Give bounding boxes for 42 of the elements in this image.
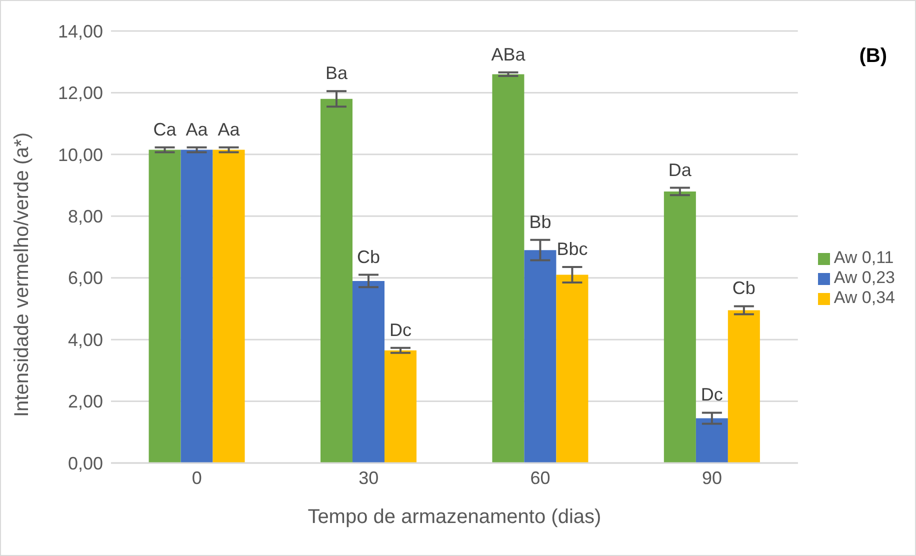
data-label: ABa: [491, 44, 526, 64]
y-tick-label: 0,00: [68, 453, 103, 474]
bar: [696, 418, 728, 463]
bar: [556, 274, 588, 463]
bar: [148, 150, 181, 463]
x-tick-label: 60: [530, 468, 550, 488]
data-label: Aa: [186, 119, 209, 140]
bar: [492, 74, 524, 463]
y-tick-label: 10,00: [58, 144, 103, 165]
y-tick-label: 8,00: [68, 206, 103, 227]
legend-label: Aw 0,11: [834, 248, 894, 267]
x-tick-label: 30: [358, 468, 379, 488]
bar: [524, 250, 556, 463]
y-axis-title: Intensidade vermelho/verde (a*): [11, 132, 34, 417]
y-tick-label: 14,00: [58, 21, 103, 42]
text: (B): [859, 45, 887, 68]
legend-label: Aw 0,23: [834, 268, 895, 287]
data-label: Cb: [356, 246, 380, 267]
bar: [320, 98, 352, 463]
y-tick-label: 4,00: [68, 330, 103, 350]
legend-label: Aw 0,34: [834, 288, 895, 307]
data-label: Cb: [732, 278, 756, 298]
data-label: Ca: [153, 119, 178, 140]
y-tick-label: 2,00: [68, 392, 103, 412]
x-tick-label: 90: [702, 468, 722, 488]
y-tick-label: 12,00: [58, 83, 103, 104]
x-axis-title: Tempo de armazenamento (dias): [308, 506, 602, 528]
bar: [352, 280, 384, 463]
data-label: Bb: [529, 212, 552, 232]
bar: [384, 350, 416, 463]
bar: [180, 150, 213, 463]
bar: [728, 310, 760, 463]
data-label: Bbc: [556, 239, 588, 260]
y-tick-label: 6,00: [68, 268, 103, 288]
bar: [664, 191, 696, 463]
data-label: Da: [668, 160, 692, 180]
data-label: Aa: [218, 119, 241, 140]
data-label: Dc: [389, 320, 412, 340]
x-tick-label: 0: [192, 468, 202, 488]
bar: [212, 150, 245, 463]
data-label: Ba: [325, 63, 348, 84]
data-label: Dc: [700, 384, 723, 405]
